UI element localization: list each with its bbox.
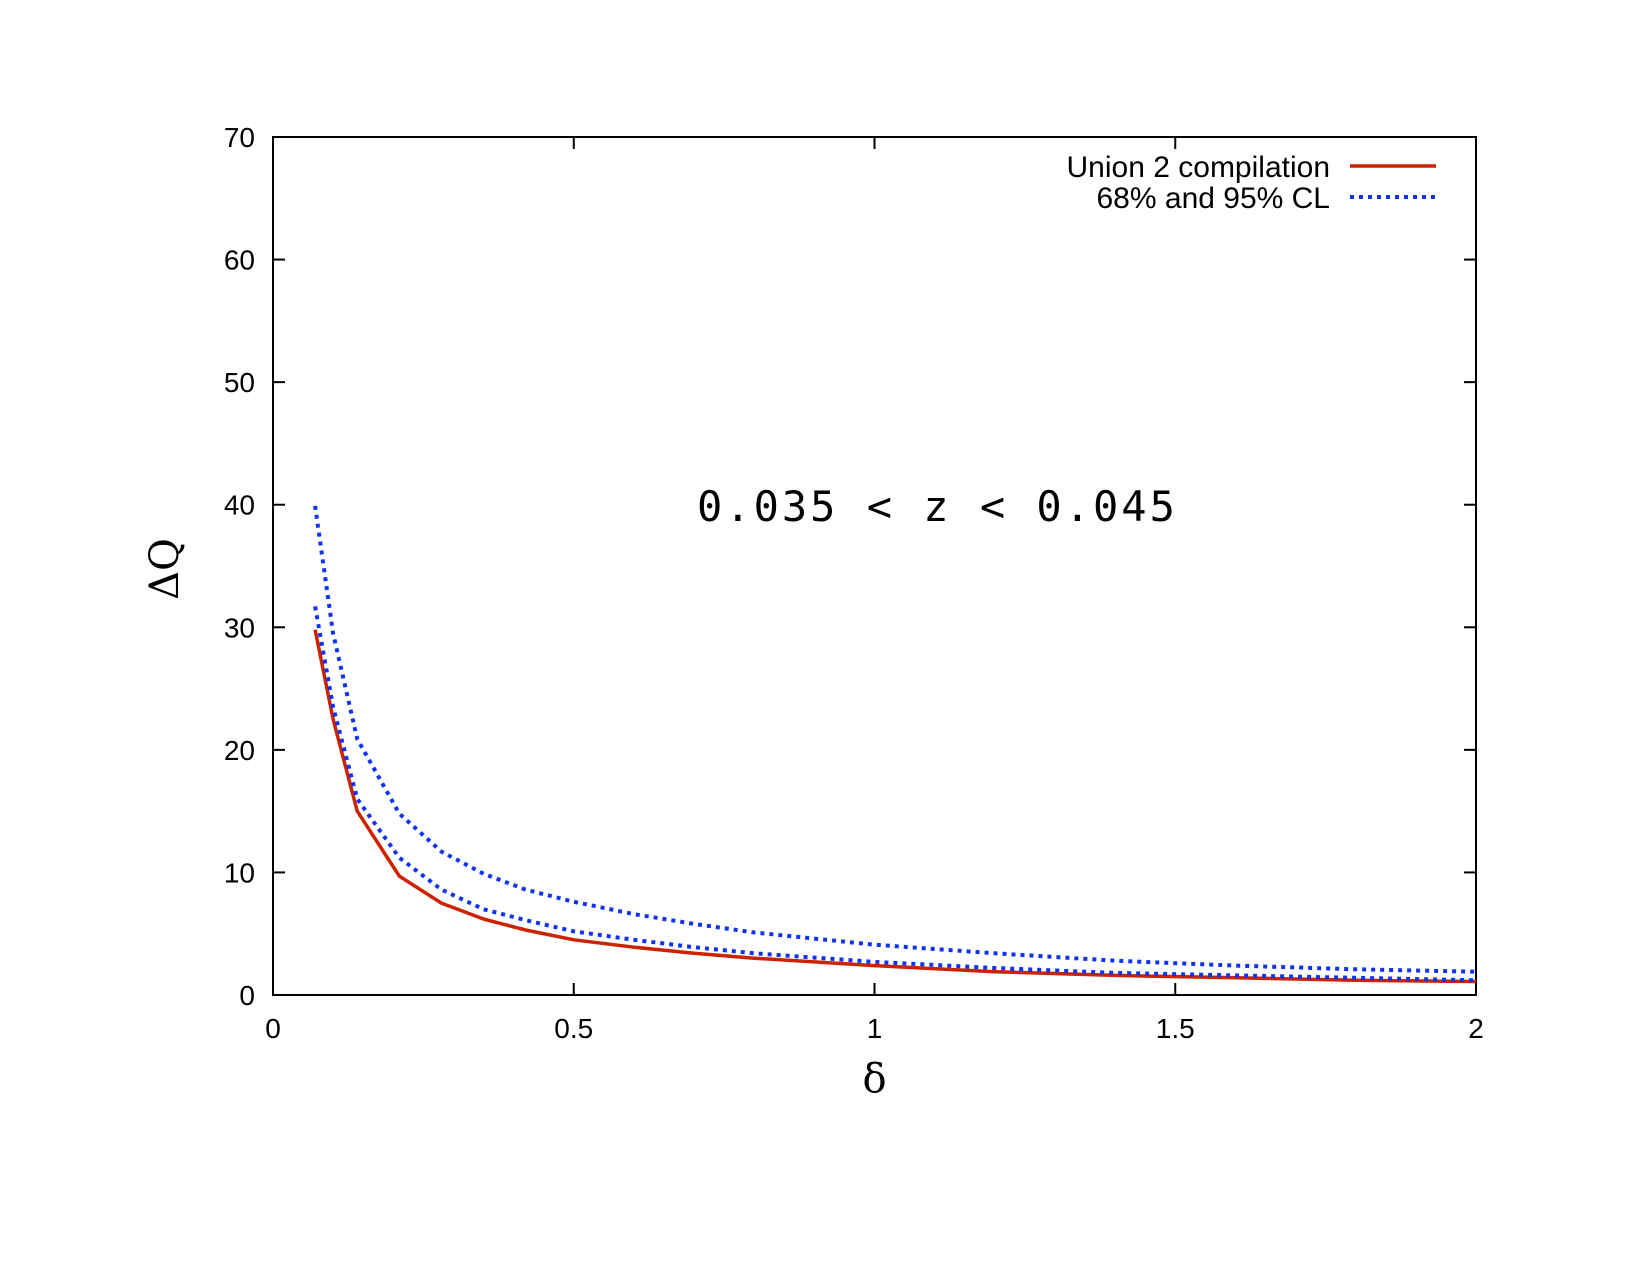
y-tick-label: 60 — [224, 245, 255, 276]
axis-ticks — [272, 136, 1477, 996]
legend: Union 2 compilation 68% and 95% CL — [1067, 151, 1436, 215]
y-tick-label: 30 — [224, 612, 255, 643]
x-tick-label: 1 — [867, 1013, 883, 1044]
x-tick-label: 1.5 — [1156, 1013, 1195, 1044]
y-tick-label: 70 — [224, 122, 255, 153]
x-axis-label: δ — [862, 1056, 886, 1102]
x-tick-label: 0.5 — [554, 1013, 593, 1044]
legend-label-cl: 68% and 95% CL — [1097, 182, 1331, 215]
redshift-range-annotation: 0.035 < z < 0.045 — [697, 482, 1178, 531]
y-tick-label: 50 — [224, 367, 255, 398]
x-tick-label: 0 — [265, 1013, 281, 1044]
y-tick-label: 10 — [224, 857, 255, 888]
y-tick-label: 0 — [239, 980, 255, 1011]
legend-label-union2: Union 2 compilation — [1067, 151, 1330, 184]
y-axis-label: ΔQ — [142, 538, 188, 600]
x-tick-label: 2 — [1468, 1013, 1484, 1044]
confidence-band-line-2 — [313, 505, 1477, 974]
y-tick-label: 40 — [224, 490, 255, 521]
plot-frame — [272, 136, 1477, 996]
series-layer — [313, 505, 1477, 984]
union2-line-0 — [313, 629, 1477, 984]
y-tick-label: 20 — [224, 735, 255, 766]
confidence-band-line-1 — [313, 606, 1477, 983]
